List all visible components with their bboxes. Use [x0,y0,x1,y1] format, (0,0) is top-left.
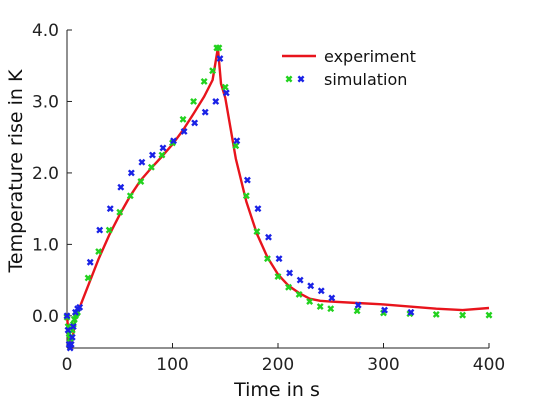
simulation-point [106,205,114,213]
simulation-point [254,205,262,213]
simulation-point [275,255,283,263]
simulation-point [63,312,71,320]
simulation-point [327,305,335,313]
simulation-point [69,323,77,331]
simulation-point [179,115,187,123]
simulation-point [127,169,135,177]
legend-simulation-swatch-green [285,75,293,83]
simulation-series-1 [63,44,493,343]
simulation-point [126,192,134,200]
axes [66,30,489,349]
simulation-point [432,310,440,318]
simulation-point [307,282,315,290]
simulation-point [354,301,362,309]
legend-experiment-label: experiment [324,47,416,66]
x-tick-label: 400 [473,355,505,375]
simulation-point [306,298,314,305]
legend: experiment simulation [282,47,416,89]
simulation-point [459,311,467,319]
x-tick-label: 300 [367,355,399,375]
simulation-point [105,226,113,234]
y-tick-label: 0.0 [32,307,59,327]
simulation-point [76,303,84,311]
simulation-point [296,276,304,284]
simulation-point [316,303,324,311]
simulation-point [232,142,240,150]
simulation-point [68,333,76,341]
simulation-point [201,108,209,116]
x-axis-label: Time in s [233,379,320,401]
simulation-point [215,44,223,52]
y-tick-label: 3.0 [32,92,59,112]
x-tick-label: 200 [262,355,294,375]
simulation-point [170,137,178,145]
simulation-point [96,226,104,234]
simulation-point [212,98,220,105]
simulation-point [485,311,493,319]
simulation-point [147,163,155,171]
simulation-point [221,83,229,91]
simulation-point [328,294,336,302]
simulation-point [295,290,303,298]
legend-simulation-swatch-blue [297,75,305,83]
y-tick-label: 4.0 [32,21,59,41]
simulation-point [180,128,188,135]
simulation-point [138,158,146,166]
plot-area [63,44,493,352]
experiment-line [65,46,490,350]
simulation-point [407,308,415,316]
legend-simulation-label: simulation [324,70,407,89]
ticks: 0 100 200 300 400 0.0 1.0 2.0 3.0 4.0 [32,21,505,375]
simulation-point [286,269,294,277]
simulation-point [95,248,103,255]
simulation-point [117,183,125,191]
y-tick-label: 1.0 [32,235,59,255]
simulation-point [159,144,167,152]
simulation-point [381,306,389,314]
simulation-series-2 [63,55,415,352]
simulation-point [116,208,124,216]
simulation-point [242,192,250,200]
simulation-point [64,326,72,334]
simulation-point [264,255,271,263]
x-tick-label: 100 [156,355,188,375]
simulation-point [285,283,292,291]
simulation-point [209,67,217,75]
simulation-point [274,273,282,280]
simulation-point [149,151,156,159]
simulation-point [353,307,361,315]
simulation-point [265,233,272,241]
simulation-point [67,340,75,348]
x-tick-label: 0 [62,355,73,375]
simulation-point [86,258,94,266]
simulation-point [233,137,241,145]
simulation-point [158,151,166,159]
simulation-point [137,178,145,185]
y-axis-label: Temperature rise in K [5,69,27,273]
simulation-point [200,78,208,85]
simulation-point [216,55,224,63]
y-tick-label: 2.0 [32,164,59,184]
simulation-point [191,119,199,127]
simulation-point [253,228,261,235]
simulation-point [222,89,230,97]
simulation-point [317,287,325,295]
simulation-point [243,176,251,184]
simulation-point [84,274,92,282]
simulation-point [190,98,198,105]
